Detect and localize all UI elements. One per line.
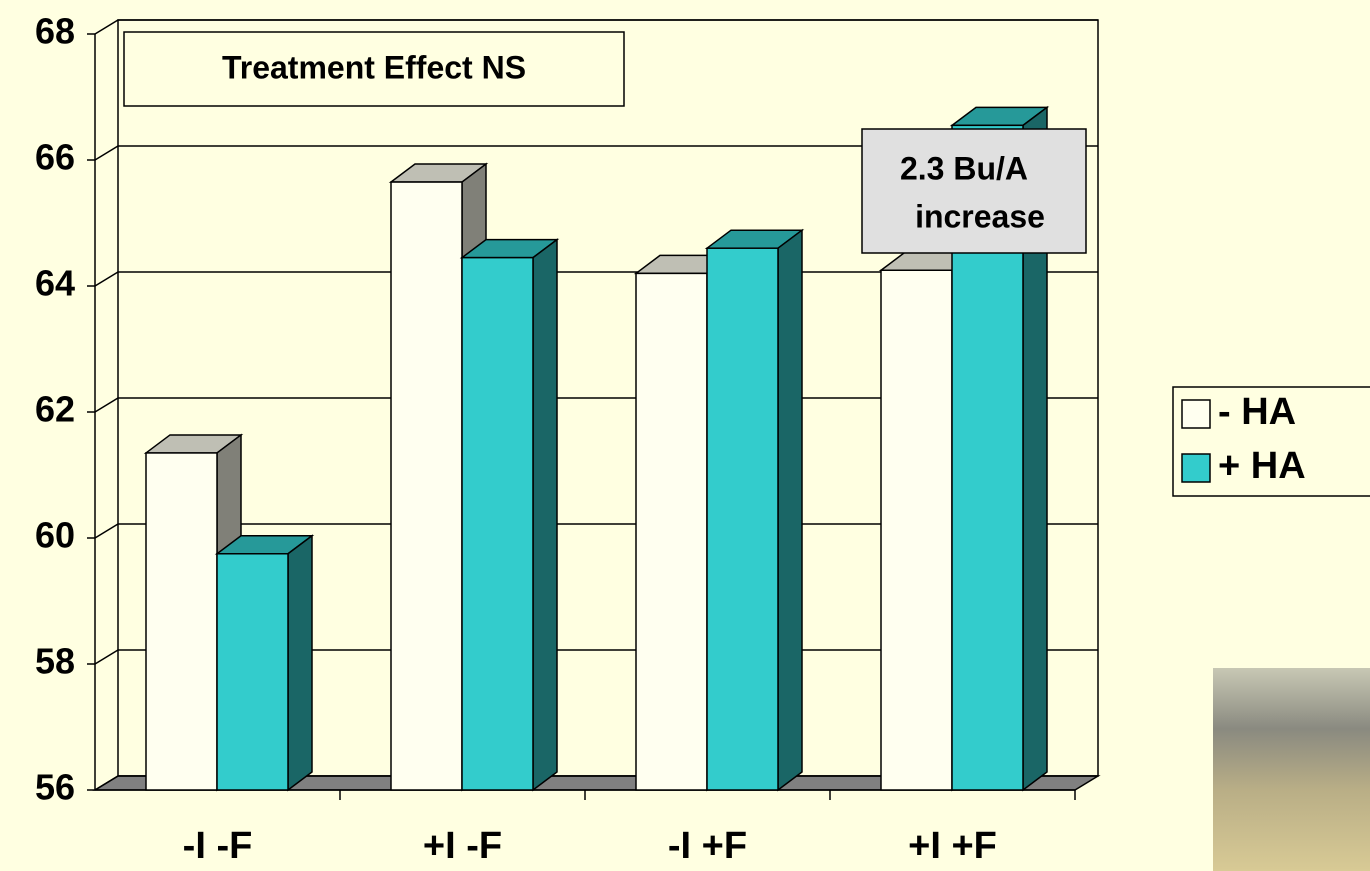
bar xyxy=(216,553,289,791)
x-tick-label: -I -F xyxy=(183,825,253,867)
photo xyxy=(1213,668,1370,871)
y-tick-label: 58 xyxy=(35,641,75,682)
grid-line xyxy=(94,19,1098,35)
y-tick-label: 56 xyxy=(35,767,75,808)
annotation-box xyxy=(123,31,625,107)
x-tick-label: -I +F xyxy=(668,825,747,867)
legend-label: + HA xyxy=(1218,445,1306,487)
y-tick-label: 68 xyxy=(35,11,75,52)
y-tick-label: 64 xyxy=(35,263,75,304)
bar xyxy=(635,272,708,791)
y-tick-label: 60 xyxy=(35,515,75,556)
legend-swatch xyxy=(1181,453,1211,483)
annotation-box xyxy=(861,128,1087,254)
bar xyxy=(390,181,463,791)
annotation: 2.3 Bu/A xyxy=(900,150,1028,186)
y-tick-label: 66 xyxy=(35,137,75,178)
bar xyxy=(461,256,534,791)
legend-swatch xyxy=(1181,399,1211,429)
bar xyxy=(706,247,779,791)
bar-side xyxy=(532,238,558,792)
annotation: Treatment Effect NS xyxy=(222,49,526,85)
x-tick-label: +I -F xyxy=(423,825,502,867)
bar-side xyxy=(777,228,803,792)
bar xyxy=(880,269,953,791)
y-tick-label: 62 xyxy=(35,389,75,430)
legend-label: - HA xyxy=(1218,391,1296,433)
x-tick-label: +I +F xyxy=(908,825,997,867)
bar-side xyxy=(287,534,313,792)
annotation: increase xyxy=(915,198,1045,234)
grid-line xyxy=(94,145,1098,161)
bar xyxy=(145,452,218,791)
